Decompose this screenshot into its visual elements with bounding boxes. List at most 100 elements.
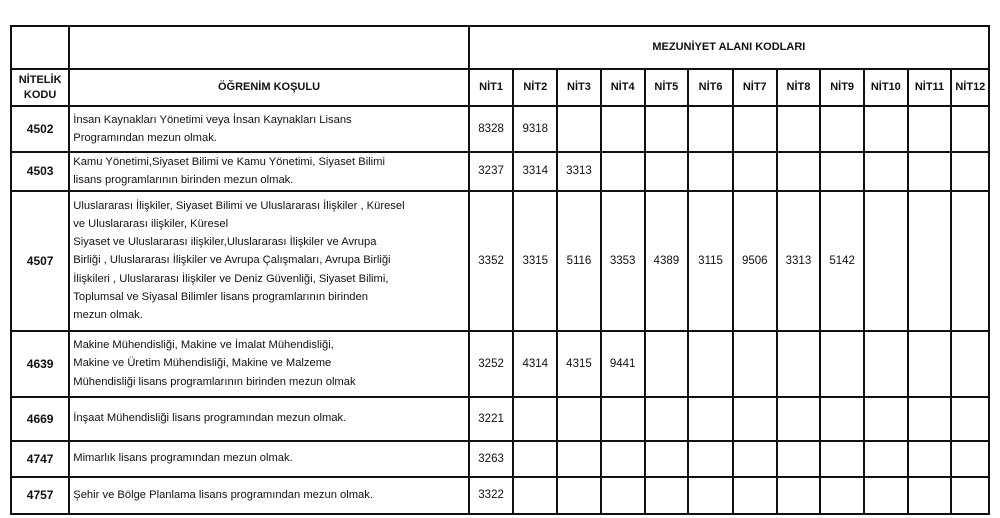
qualification-code: 4757 xyxy=(9,475,71,515)
graduation-code-cell xyxy=(599,395,646,442)
condition-line: Programından mezun olmak. xyxy=(73,132,217,144)
condition-line: Siyaset ve Uluslararası ilişkiler,Ulusla… xyxy=(73,236,377,249)
nit-column-header: NİT11 xyxy=(906,68,953,107)
graduation-code-cell xyxy=(906,395,953,442)
header-row-group: MEZUNİYET ALANI KODLARI xyxy=(9,25,991,70)
nit-column-header: NİT5 xyxy=(643,68,690,107)
qualification-code: 4502 xyxy=(9,105,71,153)
graduation-code-cell xyxy=(556,395,602,442)
graduation-code-cell xyxy=(819,151,865,192)
nit-column-header: NİT8 xyxy=(775,68,822,107)
graduation-code-cell xyxy=(599,105,646,153)
graduation-code-cell xyxy=(906,439,953,478)
education-condition: Mimarlık lisans programından mezun olmak… xyxy=(68,439,470,478)
nit-column-header: NİT9 xyxy=(819,68,865,107)
graduation-code-cell: 9318 xyxy=(512,105,559,153)
graduation-code-cell xyxy=(819,439,865,478)
condition-column-header: ÖĞRENİM KOŞULU xyxy=(68,68,470,107)
graduation-code-cell xyxy=(950,439,990,478)
graduation-code-cell: 3314 xyxy=(512,151,559,192)
table-row: 4669 İnşaat Mühendisliği lisans programın… xyxy=(9,395,990,442)
condition-line: İlişkileri , Uluslararası İlişkiler ve D… xyxy=(73,272,389,285)
group-title: MEZUNİYET ALANI KODLARI xyxy=(467,25,991,70)
nit-column-header: NİT10 xyxy=(862,68,909,107)
graduation-code-cell: 3353 xyxy=(599,189,646,332)
condition-line: Kamu Yönetimi,Siyaset Bilimi ve Kamu Yön… xyxy=(73,156,385,168)
graduation-code-cell: 3221 xyxy=(467,395,515,442)
qualification-code: 4669 xyxy=(9,395,71,442)
qualification-code: 4747 xyxy=(9,439,71,478)
condition-line: ve Uluslararası ilişkiler, Küresel xyxy=(73,217,229,230)
graduation-code-cell xyxy=(862,395,909,442)
graduation-code-cell: 5142 xyxy=(819,189,865,332)
header-row-columns: NİTELİK KODU ÖĞRENİM KOŞULU NİT1 NİT2 NİT3… xyxy=(9,68,990,107)
condition-line: Uluslararası İlişkiler, Siyaset Bilimi v… xyxy=(73,199,405,212)
graduation-code-cell: 3352 xyxy=(467,189,515,332)
graduation-code-cell: 3313 xyxy=(775,189,822,332)
graduation-code-cell xyxy=(950,151,990,192)
nit-column-header: NİT2 xyxy=(512,68,559,107)
graduation-code-cell xyxy=(775,439,822,478)
graduation-code-cell xyxy=(556,475,602,515)
code-column-header: NİTELİK KODU xyxy=(9,68,71,107)
table-row: 4757 Şehir ve Bölge Planlama lisans progr… xyxy=(9,475,990,515)
education-condition: İnşaat Mühendisliği lisans programından … xyxy=(68,395,470,442)
graduation-code-cell: 3315 xyxy=(512,189,559,332)
graduation-code-cell: 3263 xyxy=(467,439,515,478)
graduation-code-cell xyxy=(687,395,734,442)
graduation-code-cell xyxy=(950,475,990,515)
education-condition: Kamu Yönetimi,Siyaset Bilimi ve Kamu Yön… xyxy=(68,151,470,192)
graduation-code-cell xyxy=(906,105,953,153)
graduation-code-cell xyxy=(687,439,734,478)
condition-line: Makine ve Üretim Mühendisliği, Makine ve… xyxy=(73,357,332,370)
condition-line: Birliği , Uluslararası İlişkiler ve Avru… xyxy=(73,254,391,267)
graduation-code-cell xyxy=(687,151,734,192)
nit-column-header: NİT12 xyxy=(950,68,990,107)
graduation-code-cell xyxy=(687,475,734,515)
graduation-code-cell: 4314 xyxy=(512,329,559,398)
table-row: 4507 Uluslararası İlişkiler, Siyaset Bili… xyxy=(9,189,990,332)
graduation-code-cell xyxy=(775,105,822,153)
condition-line: İnşaat Mühendisliği lisans programından … xyxy=(73,412,347,425)
graduation-code-cell: 9441 xyxy=(599,329,646,398)
education-condition: İnsan Kaynakları Yönetimi veya İnsan Kay… xyxy=(68,105,470,153)
nit-column-header: NİT3 xyxy=(556,68,602,107)
table-row: 4502 İnsan Kaynakları Yönetimi veya İnsan… xyxy=(9,105,990,153)
graduation-code-cell xyxy=(775,151,822,192)
empty-header-cell xyxy=(9,25,71,70)
graduation-code-cell xyxy=(731,395,778,442)
graduation-code-cell xyxy=(950,189,990,332)
graduation-code-cell xyxy=(731,105,778,153)
graduation-code-cell xyxy=(775,475,822,515)
nit-column-header: NİT6 xyxy=(687,68,734,107)
graduation-code-cell xyxy=(862,151,909,192)
qualification-table: MEZUNİYET ALANI KODLARI NİTELİK KODU ÖĞR… xyxy=(9,25,991,515)
graduation-code-cell: 8328 xyxy=(467,105,515,153)
graduation-code-cell xyxy=(906,329,953,398)
graduation-code-cell xyxy=(731,439,778,478)
condition-line: Mühendisliği lisans programlarının birin… xyxy=(73,375,356,388)
graduation-code-cell xyxy=(512,475,559,515)
nit-column-header: NİT1 xyxy=(467,68,515,107)
qualification-code: 4507 xyxy=(9,189,71,332)
graduation-code-cell xyxy=(775,395,822,442)
graduation-code-cell xyxy=(950,329,990,398)
code-header-line: KODU xyxy=(23,88,57,101)
graduation-code-cell xyxy=(819,475,865,515)
condition-line: Mimarlık lisans programından mezun olmak… xyxy=(73,452,293,465)
condition-line: Toplumsal ve Siyasal Bilimler lisans pro… xyxy=(73,291,368,304)
graduation-code-cell: 3237 xyxy=(467,151,515,192)
graduation-code-cell: 4315 xyxy=(556,329,602,398)
table-row: 4503 Kamu Yönetimi,Siyaset Bilimi ve Kamu… xyxy=(9,151,990,192)
graduation-code-cell: 3252 xyxy=(467,329,515,398)
graduation-code-cell xyxy=(862,189,909,332)
qualification-code: 4503 xyxy=(9,151,71,192)
graduation-code-cell xyxy=(599,439,646,478)
education-condition: Şehir ve Bölge Planlama lisans programın… xyxy=(68,475,470,515)
education-condition: Makine Mühendisliği, Makine ve İmalat Mü… xyxy=(68,329,470,398)
table-row: 4639 Makine Mühendisliği, Makine ve İmala… xyxy=(9,329,990,398)
graduation-code-cell xyxy=(950,395,990,442)
condition-line: Makine Mühendisliği, Makine ve İmalat Mü… xyxy=(73,339,334,352)
nit-column-header: NİT4 xyxy=(599,68,646,107)
graduation-code-cell xyxy=(643,151,690,192)
